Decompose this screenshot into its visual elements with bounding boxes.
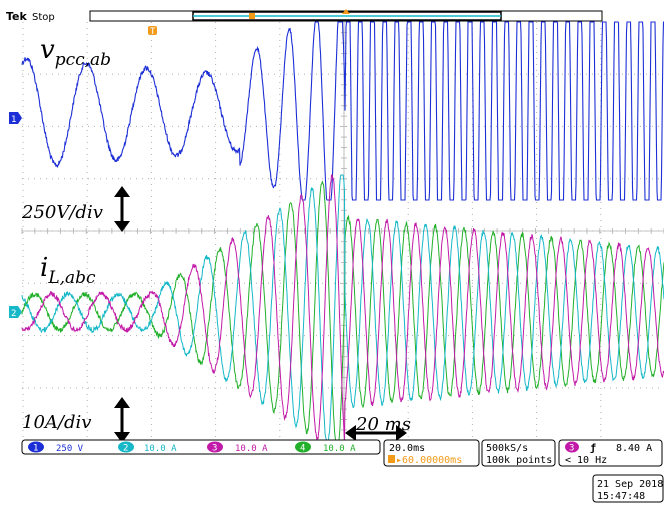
time-scale-arrow bbox=[345, 425, 407, 441]
waveforms bbox=[21, 21, 664, 441]
trigger-readout[interactable]: 3 ƒ 8.40 A < 10 Hz bbox=[558, 439, 663, 467]
voltage-label: vpcc,ab bbox=[40, 35, 111, 70]
voltage-scale-arrow bbox=[114, 186, 130, 232]
channel-readout-bar bbox=[21, 439, 381, 455]
svg-text:2: 2 bbox=[123, 444, 128, 454]
svg-text:100k points: 100k points bbox=[486, 455, 552, 466]
acquisition-readout[interactable]: 500kS/s 100k points bbox=[481, 439, 556, 467]
svg-text:4: 4 bbox=[300, 444, 305, 454]
svg-text:8.40 A: 8.40 A bbox=[616, 443, 652, 454]
ch4-readout[interactable]: 4 10.0 A bbox=[295, 441, 356, 455]
svg-text:3: 3 bbox=[212, 444, 217, 454]
trigger-marker-bar bbox=[249, 13, 255, 19]
current-label: iL,abc bbox=[40, 253, 96, 288]
svg-text:15:47:48: 15:47:48 bbox=[597, 491, 645, 502]
ch3-readout[interactable]: 3 10.0 A bbox=[207, 441, 268, 455]
svg-text:21 Sep 2018: 21 Sep 2018 bbox=[597, 479, 663, 490]
svg-text:T: T bbox=[150, 27, 156, 37]
ch2-ground-marker[interactable]: 2 bbox=[9, 306, 22, 319]
svg-text:20.0ms: 20.0ms bbox=[389, 443, 425, 454]
brand-label: Tek bbox=[6, 10, 28, 23]
svg-text:vpcc,ab: vpcc,ab bbox=[40, 35, 111, 70]
svg-text:< 10 Hz: < 10 Hz bbox=[565, 455, 607, 466]
svg-text:10.0 A: 10.0 A bbox=[144, 444, 177, 454]
current-scale-arrow bbox=[114, 397, 130, 443]
svg-text:▸60.00000ms: ▸60.00000ms bbox=[396, 455, 462, 466]
svg-text:iL,abc: iL,abc bbox=[40, 253, 96, 288]
svg-text:1: 1 bbox=[33, 444, 38, 454]
ch1-readout[interactable]: 1 250 V bbox=[28, 441, 84, 455]
timestamp: 21 Sep 2018 15:47:48 bbox=[592, 474, 664, 503]
svg-text:3: 3 bbox=[569, 444, 574, 454]
ch1-ground-marker[interactable]: 1 bbox=[9, 112, 22, 125]
svg-text:10.0 A: 10.0 A bbox=[323, 444, 356, 454]
svg-text:2: 2 bbox=[11, 309, 16, 319]
acquisition-status: Stop bbox=[32, 12, 55, 23]
ch2-readout[interactable]: 2 10.0 A bbox=[118, 441, 177, 455]
svg-text:1: 1 bbox=[11, 115, 16, 125]
svg-text:500kS/s: 500kS/s bbox=[486, 443, 528, 454]
timebase-readout[interactable]: 20.0ms ▸60.00000ms bbox=[383, 439, 480, 467]
voltage-scale-label: 250V/div bbox=[21, 202, 103, 223]
svg-text:250 V: 250 V bbox=[56, 444, 84, 454]
svg-text:10.0 A: 10.0 A bbox=[235, 444, 268, 454]
current-scale-label: 10A/div bbox=[22, 412, 91, 433]
svg-text:ƒ: ƒ bbox=[590, 443, 596, 454]
trigger-marker-top[interactable] bbox=[342, 9, 350, 14]
trigger-position-marker[interactable]: T bbox=[148, 26, 157, 37]
